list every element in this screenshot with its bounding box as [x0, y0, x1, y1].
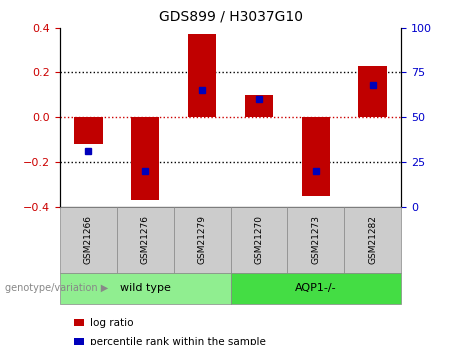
Text: AQP1-/-: AQP1-/-: [295, 283, 337, 293]
Text: genotype/variation ▶: genotype/variation ▶: [5, 283, 108, 293]
Text: percentile rank within the sample: percentile rank within the sample: [90, 337, 266, 345]
Bar: [131, 117, 160, 200]
Title: GDS899 / H3037G10: GDS899 / H3037G10: [159, 10, 302, 24]
Text: GSM21270: GSM21270: [254, 215, 263, 264]
Text: wild type: wild type: [120, 283, 171, 293]
Text: GSM21266: GSM21266: [84, 215, 93, 264]
Text: GSM21276: GSM21276: [141, 215, 150, 264]
Text: GSM21279: GSM21279: [198, 215, 207, 264]
Bar: [188, 34, 216, 117]
Text: GSM21282: GSM21282: [368, 215, 377, 264]
Text: GSM21273: GSM21273: [311, 215, 320, 264]
Bar: [358, 66, 387, 117]
Text: log ratio: log ratio: [90, 318, 133, 327]
Bar: [74, 117, 102, 144]
Bar: [245, 95, 273, 117]
Bar: [301, 117, 330, 196]
